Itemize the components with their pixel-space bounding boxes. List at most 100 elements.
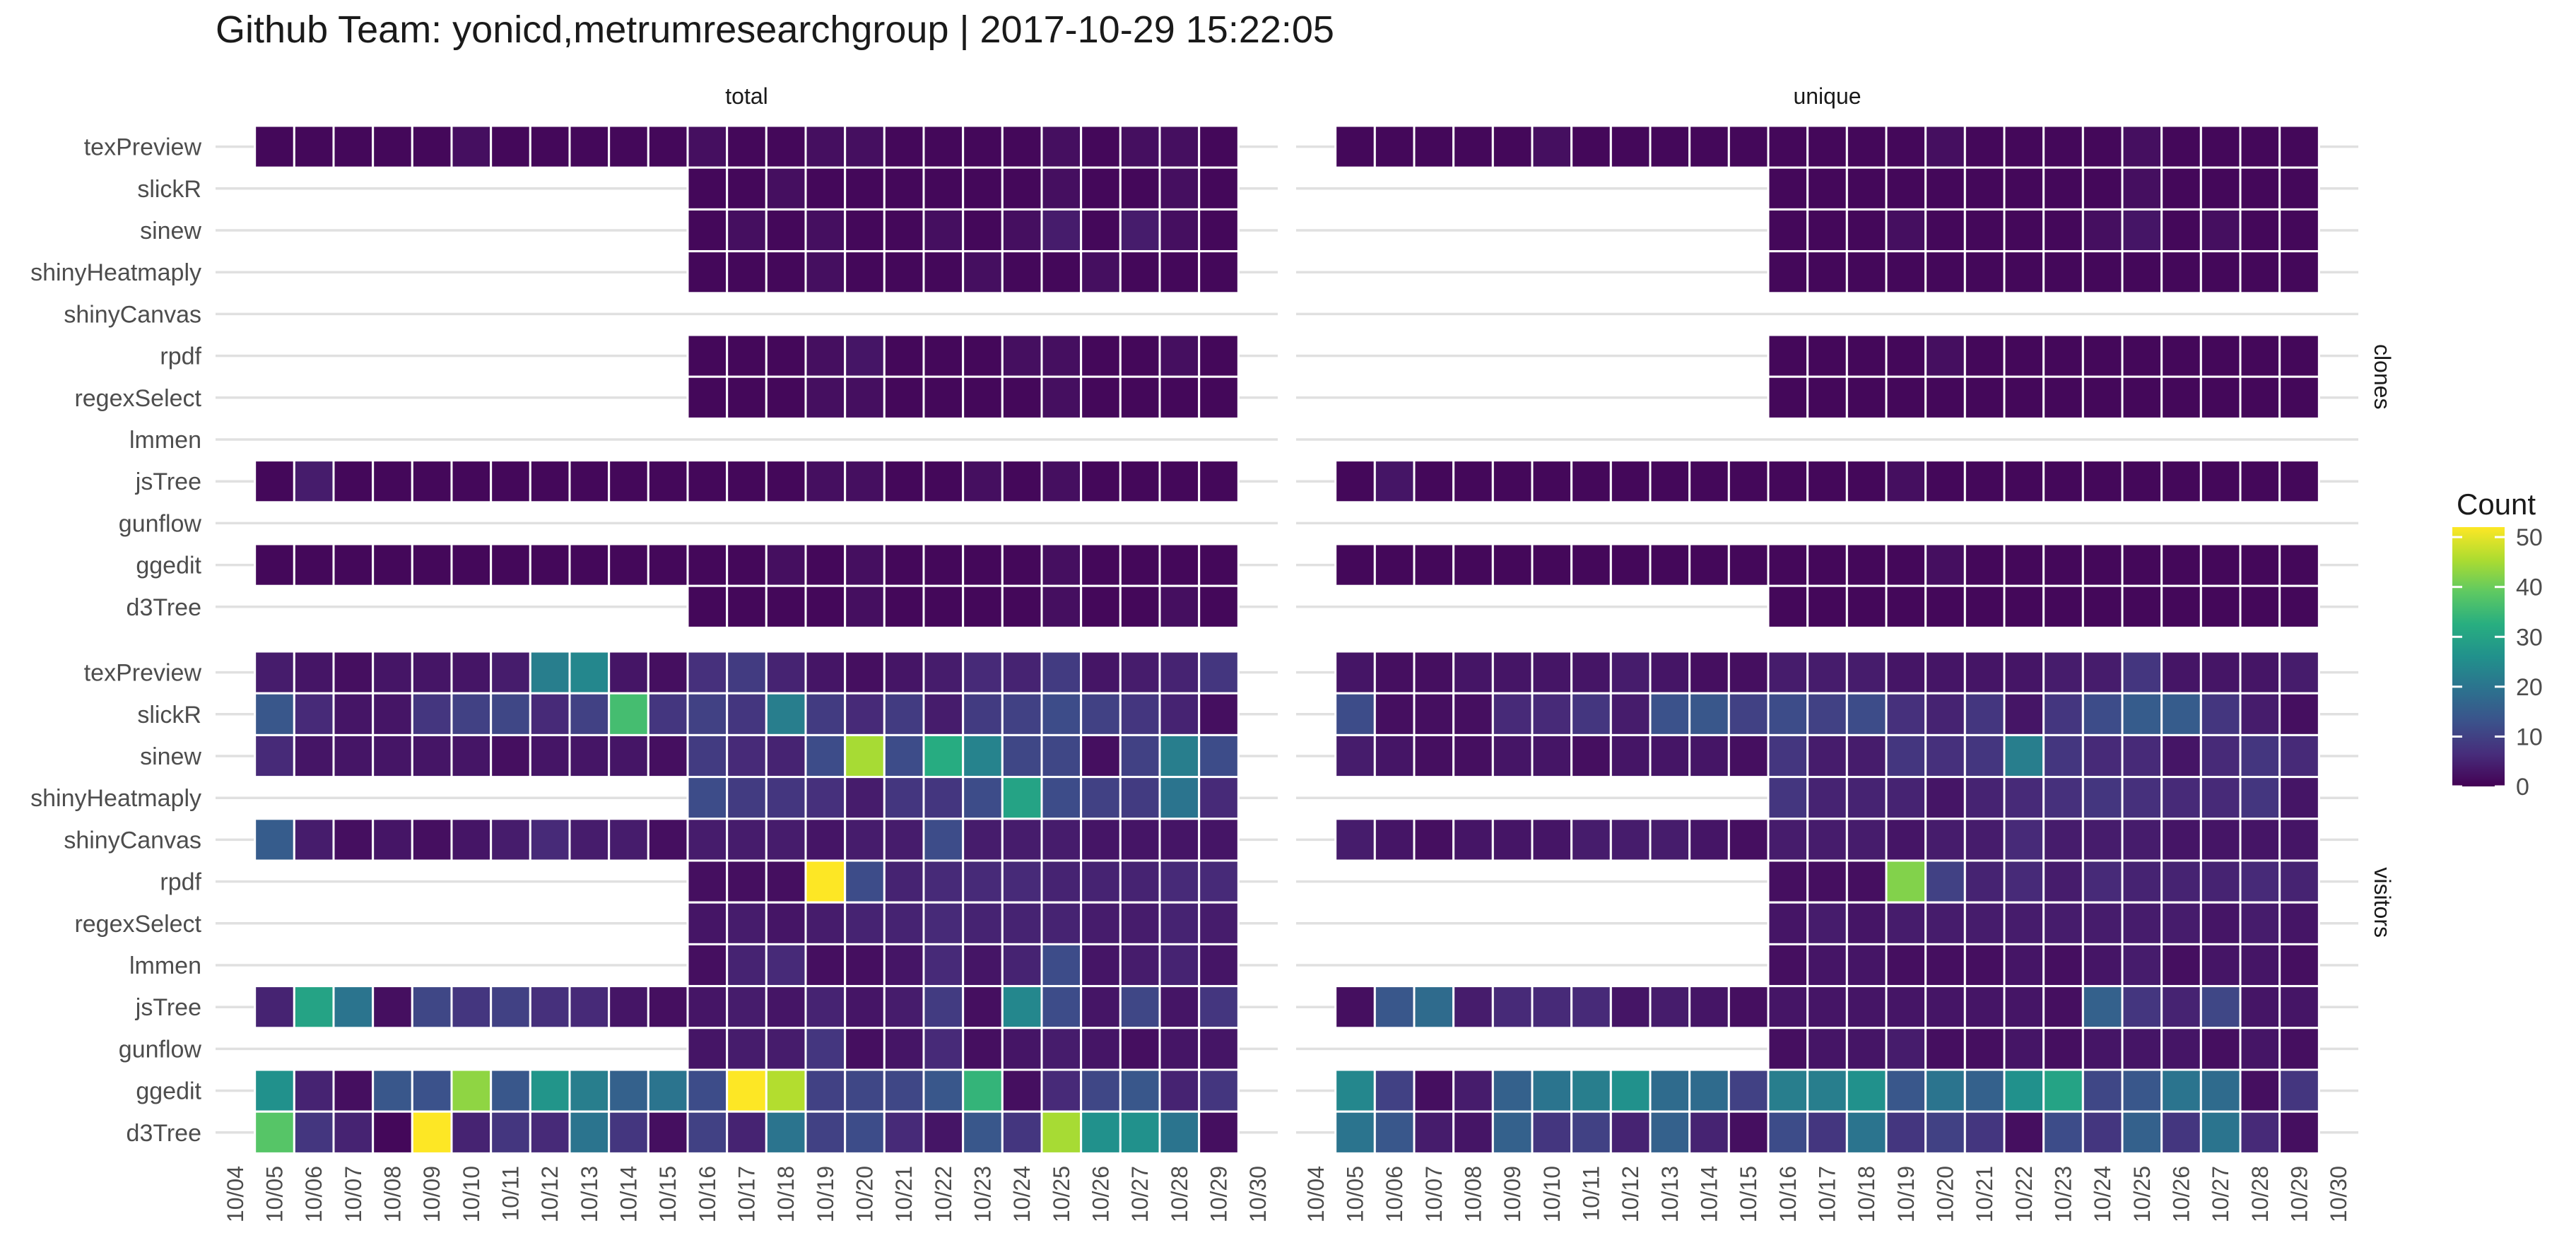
heatmap-cell <box>2081 208 2124 253</box>
heatmap-cell <box>1413 1110 1455 1155</box>
heatmap-cell <box>1767 584 1809 629</box>
heatmap-cell <box>1001 1110 1043 1155</box>
heatmap-cell <box>1963 1027 2006 1071</box>
heatmap-cell <box>1373 124 1416 169</box>
heatmap-cell <box>1198 1110 1240 1155</box>
heatmap-cell <box>1119 650 1161 695</box>
heatmap-cell <box>2003 1027 2045 1071</box>
heatmap-cell <box>2239 124 2281 169</box>
heatmap-cell <box>883 943 925 988</box>
heatmap-cell <box>1924 459 1966 504</box>
heatmap-cell <box>568 733 611 779</box>
heatmap-cell <box>1767 124 1809 169</box>
heatmap-cell <box>765 250 807 295</box>
heatmap-cell <box>1767 334 1809 378</box>
heatmap-cell <box>844 250 886 295</box>
heatmap-cell <box>962 776 1004 820</box>
heatmap-cell <box>529 124 571 169</box>
heatmap-cell <box>2278 543 2320 587</box>
heatmap-cell <box>1452 985 1494 1029</box>
heatmap-cell <box>2199 692 2242 736</box>
heatmap-cell <box>450 1110 493 1155</box>
heatmap-cell <box>2003 543 2045 587</box>
heatmap-cell <box>686 818 729 862</box>
heatmap-cell <box>450 124 493 169</box>
heatmap-cell <box>1334 1110 1376 1155</box>
heatmap-cell <box>1531 692 1573 736</box>
x-tick-label: 10/09 <box>1500 1166 1525 1222</box>
heatmap-cell <box>1845 776 1888 820</box>
heatmap-cell <box>450 692 493 736</box>
heatmap-cell <box>922 459 965 504</box>
heatmap-cell <box>2121 776 2163 820</box>
x-tick-label: 10/21 <box>1972 1166 1997 1222</box>
heatmap-cell <box>922 776 965 820</box>
heatmap-cell <box>1198 375 1240 420</box>
heatmap-cell <box>1649 650 1691 695</box>
heatmap-cell <box>1119 776 1161 820</box>
heatmap-cell <box>1963 943 2006 988</box>
heatmap-cell <box>1334 459 1376 504</box>
heatmap-cell <box>2199 650 2242 695</box>
heatmap-cell <box>2239 943 2281 988</box>
x-tick-label: 10/30 <box>1245 1166 1271 1222</box>
heatmap-cell <box>1413 650 1455 695</box>
heatmap-cell <box>1001 166 1043 211</box>
heatmap-cell <box>804 776 847 820</box>
heatmap-cell <box>2121 124 2163 169</box>
heatmap-cell <box>372 124 413 169</box>
heatmap-cell <box>372 543 413 587</box>
heatmap-cell <box>411 1068 453 1113</box>
heatmap-cell <box>2042 650 2084 695</box>
heatmap-cell <box>293 692 335 736</box>
heatmap-cell <box>2003 901 2045 945</box>
heatmap-cell <box>962 124 1004 169</box>
heatmap-cell <box>2239 733 2281 779</box>
heatmap-cell <box>1924 818 1966 862</box>
heatmap-cell <box>1334 124 1376 169</box>
heatmap-cell <box>2278 208 2320 253</box>
heatmap-cell <box>1531 543 1573 587</box>
heatmap-cell <box>1334 692 1376 736</box>
heatmap-cell <box>450 650 493 695</box>
heatmap-cell <box>1845 692 1888 736</box>
heatmap-cell <box>372 650 413 695</box>
heatmap-cell <box>2121 1068 2163 1113</box>
heatmap-cell <box>1040 334 1083 378</box>
y-tick-label: gunflow <box>119 1036 202 1063</box>
heatmap-cell <box>2199 943 2242 988</box>
heatmap-cell <box>2160 733 2202 779</box>
heatmap-cell <box>1452 650 1494 695</box>
heatmap-cell <box>1119 1027 1161 1071</box>
heatmap-cell <box>922 901 965 945</box>
heatmap-cell <box>2081 985 2124 1029</box>
heatmap-cell <box>922 375 965 420</box>
legend-label: 20 <box>2516 674 2543 701</box>
heatmap-cell <box>2199 859 2242 904</box>
heatmap-cell <box>1924 166 1966 211</box>
heatmap-cell <box>962 859 1004 904</box>
heatmap-cell <box>1001 208 1043 253</box>
heatmap-cell <box>1688 459 1730 504</box>
heatmap-cell <box>883 859 925 904</box>
heatmap-cell <box>1040 1068 1083 1113</box>
heatmap-cell <box>765 459 807 504</box>
heatmap-cell <box>2042 166 2084 211</box>
heatmap-cell <box>1198 1027 1240 1071</box>
heatmap-cell <box>1727 818 1770 862</box>
heatmap-cell <box>883 459 925 504</box>
heatmap-cell <box>254 985 295 1029</box>
y-tick-label: rpdf <box>160 343 201 370</box>
heatmap-cell <box>765 943 807 988</box>
heatmap-cell <box>1198 166 1240 211</box>
heatmap-cell <box>1806 208 1848 253</box>
x-tick-label: 10/10 <box>459 1166 484 1222</box>
heatmap-cell <box>686 250 729 295</box>
heatmap-cell <box>2121 166 2163 211</box>
heatmap-cell <box>922 692 965 736</box>
heatmap-cell <box>765 1110 807 1155</box>
heatmap-cell <box>686 208 729 253</box>
heatmap-cell <box>1806 985 1848 1029</box>
heatmap-cell <box>529 985 571 1029</box>
heatmap-cell <box>2199 733 2242 779</box>
